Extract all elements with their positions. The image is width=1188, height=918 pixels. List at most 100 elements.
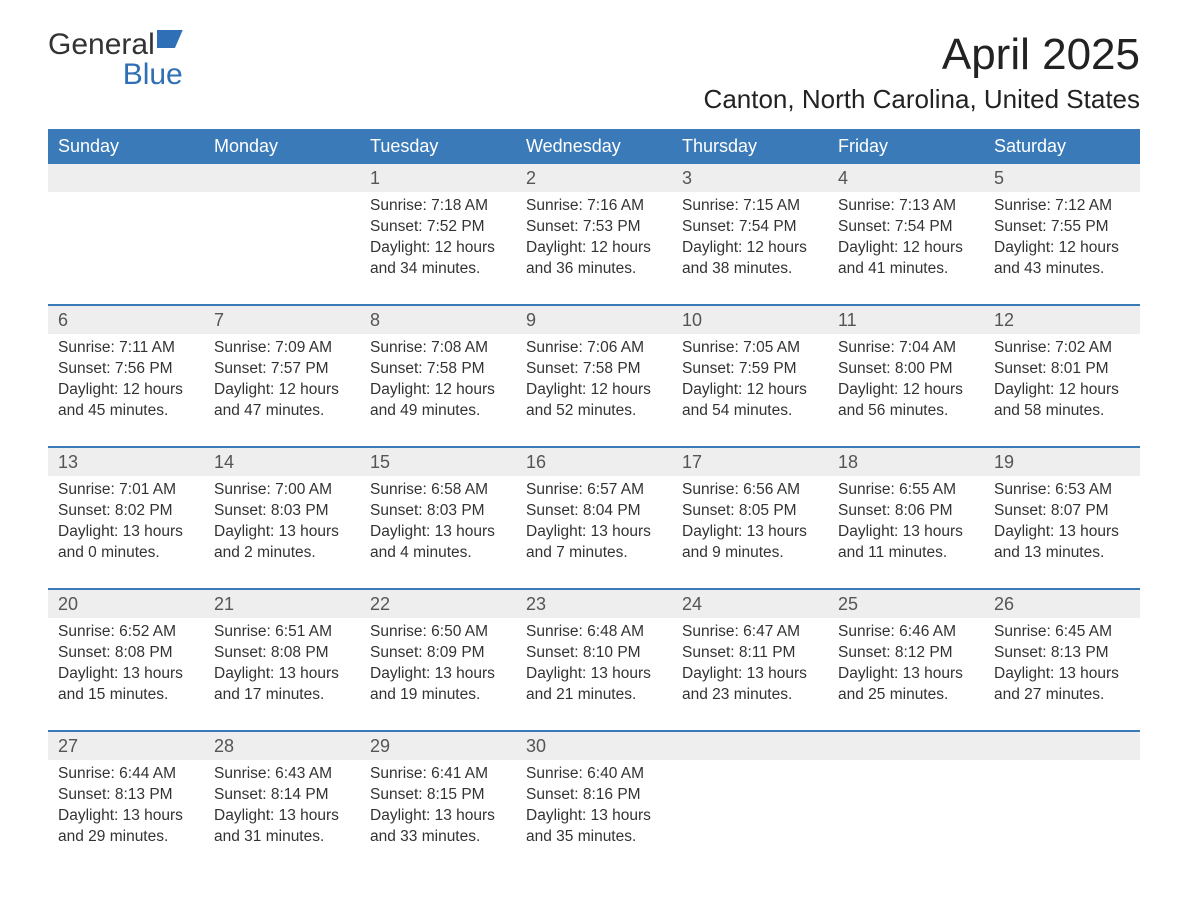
day-cell: Sunrise: 7:04 AMSunset: 8:00 PMDaylight:…: [828, 334, 984, 432]
day-number: 28: [204, 732, 360, 760]
daylight-text: Daylight: 12 hours and 38 minutes.: [682, 238, 818, 280]
day-cell: Sunrise: 6:55 AMSunset: 8:06 PMDaylight:…: [828, 476, 984, 574]
sunset-text: Sunset: 8:10 PM: [526, 643, 662, 664]
day-cell: Sunrise: 7:16 AMSunset: 7:53 PMDaylight:…: [516, 192, 672, 290]
day-cell: Sunrise: 7:15 AMSunset: 7:54 PMDaylight:…: [672, 192, 828, 290]
daybody-row: Sunrise: 7:01 AMSunset: 8:02 PMDaylight:…: [48, 476, 1140, 574]
day-number: [48, 164, 204, 192]
flag-icon: [157, 30, 183, 48]
sunrise-text: Sunrise: 7:02 AM: [994, 338, 1130, 359]
day-number: 19: [984, 448, 1140, 476]
day-cell: [48, 192, 204, 290]
day-number: [984, 732, 1140, 760]
day-number: 14: [204, 448, 360, 476]
day-number: 18: [828, 448, 984, 476]
day-number: 9: [516, 306, 672, 334]
day-cell: [204, 192, 360, 290]
day-number: 10: [672, 306, 828, 334]
day-cell: Sunrise: 7:05 AMSunset: 7:59 PMDaylight:…: [672, 334, 828, 432]
daylight-text: Daylight: 12 hours and 43 minutes.: [994, 238, 1130, 280]
day-cell: Sunrise: 6:52 AMSunset: 8:08 PMDaylight:…: [48, 618, 204, 716]
sunrise-text: Sunrise: 7:12 AM: [994, 196, 1130, 217]
sunrise-text: Sunrise: 7:15 AM: [682, 196, 818, 217]
daylight-text: Daylight: 13 hours and 27 minutes.: [994, 664, 1130, 706]
day-header: Sunday: [48, 129, 204, 164]
sunrise-text: Sunrise: 6:50 AM: [370, 622, 506, 643]
day-cell: Sunrise: 7:01 AMSunset: 8:02 PMDaylight:…: [48, 476, 204, 574]
daylight-text: Daylight: 13 hours and 15 minutes.: [58, 664, 194, 706]
daylight-text: Daylight: 12 hours and 45 minutes.: [58, 380, 194, 422]
daylight-text: Daylight: 12 hours and 56 minutes.: [838, 380, 974, 422]
daylight-text: Daylight: 13 hours and 17 minutes.: [214, 664, 350, 706]
day-number: 23: [516, 590, 672, 618]
day-number: 3: [672, 164, 828, 192]
sunset-text: Sunset: 7:54 PM: [682, 217, 818, 238]
daylight-text: Daylight: 13 hours and 25 minutes.: [838, 664, 974, 706]
day-number: 17: [672, 448, 828, 476]
day-cell: Sunrise: 6:50 AMSunset: 8:09 PMDaylight:…: [360, 618, 516, 716]
brand-logo: General Blue: [48, 30, 183, 90]
day-cell: Sunrise: 6:56 AMSunset: 8:05 PMDaylight:…: [672, 476, 828, 574]
day-number: 26: [984, 590, 1140, 618]
daylight-text: Daylight: 12 hours and 58 minutes.: [994, 380, 1130, 422]
day-cell: Sunrise: 6:53 AMSunset: 8:07 PMDaylight:…: [984, 476, 1140, 574]
calendar-header-row: SundayMondayTuesdayWednesdayThursdayFrid…: [48, 129, 1140, 164]
sunset-text: Sunset: 8:01 PM: [994, 359, 1130, 380]
sunset-text: Sunset: 8:11 PM: [682, 643, 818, 664]
day-number: 20: [48, 590, 204, 618]
daynum-row: 20212223242526: [48, 590, 1140, 618]
day-number: 25: [828, 590, 984, 618]
sunset-text: Sunset: 8:08 PM: [58, 643, 194, 664]
day-cell: Sunrise: 6:41 AMSunset: 8:15 PMDaylight:…: [360, 760, 516, 858]
calendar-body: 12345Sunrise: 7:18 AMSunset: 7:52 PMDayl…: [48, 164, 1140, 858]
day-cell: Sunrise: 7:02 AMSunset: 8:01 PMDaylight:…: [984, 334, 1140, 432]
daynum-row: 13141516171819: [48, 448, 1140, 476]
sunset-text: Sunset: 8:04 PM: [526, 501, 662, 522]
daylight-text: Daylight: 13 hours and 7 minutes.: [526, 522, 662, 564]
sunset-text: Sunset: 7:54 PM: [838, 217, 974, 238]
day-number: 21: [204, 590, 360, 618]
sunrise-text: Sunrise: 6:45 AM: [994, 622, 1130, 643]
day-number: 1: [360, 164, 516, 192]
sunset-text: Sunset: 8:00 PM: [838, 359, 974, 380]
sunrise-text: Sunrise: 6:58 AM: [370, 480, 506, 501]
sunrise-text: Sunrise: 6:40 AM: [526, 764, 662, 785]
day-number: [204, 164, 360, 192]
sunrise-text: Sunrise: 7:18 AM: [370, 196, 506, 217]
sunset-text: Sunset: 8:03 PM: [214, 501, 350, 522]
sunrise-text: Sunrise: 7:11 AM: [58, 338, 194, 359]
sunrise-text: Sunrise: 7:04 AM: [838, 338, 974, 359]
sunrise-text: Sunrise: 6:55 AM: [838, 480, 974, 501]
day-cell: Sunrise: 6:44 AMSunset: 8:13 PMDaylight:…: [48, 760, 204, 858]
day-number: 29: [360, 732, 516, 760]
daylight-text: Daylight: 13 hours and 4 minutes.: [370, 522, 506, 564]
day-number: 13: [48, 448, 204, 476]
day-cell: Sunrise: 7:08 AMSunset: 7:58 PMDaylight:…: [360, 334, 516, 432]
daynum-row: 27282930: [48, 732, 1140, 760]
day-number: 30: [516, 732, 672, 760]
day-number: 2: [516, 164, 672, 192]
daylight-text: Daylight: 12 hours and 54 minutes.: [682, 380, 818, 422]
day-number: [672, 732, 828, 760]
daylight-text: Daylight: 13 hours and 11 minutes.: [838, 522, 974, 564]
sunrise-text: Sunrise: 6:43 AM: [214, 764, 350, 785]
sunrise-text: Sunrise: 7:01 AM: [58, 480, 194, 501]
day-number: [828, 732, 984, 760]
sunrise-text: Sunrise: 6:51 AM: [214, 622, 350, 643]
sunrise-text: Sunrise: 6:47 AM: [682, 622, 818, 643]
daynum-row: 12345: [48, 164, 1140, 192]
day-number: 5: [984, 164, 1140, 192]
day-cell: Sunrise: 7:00 AMSunset: 8:03 PMDaylight:…: [204, 476, 360, 574]
day-cell: Sunrise: 6:48 AMSunset: 8:10 PMDaylight:…: [516, 618, 672, 716]
sunset-text: Sunset: 7:59 PM: [682, 359, 818, 380]
daylight-text: Daylight: 12 hours and 52 minutes.: [526, 380, 662, 422]
day-cell: Sunrise: 6:47 AMSunset: 8:11 PMDaylight:…: [672, 618, 828, 716]
daylight-text: Daylight: 13 hours and 21 minutes.: [526, 664, 662, 706]
day-header: Thursday: [672, 129, 828, 164]
daylight-text: Daylight: 13 hours and 19 minutes.: [370, 664, 506, 706]
daybody-row: Sunrise: 6:52 AMSunset: 8:08 PMDaylight:…: [48, 618, 1140, 716]
sunrise-text: Sunrise: 7:00 AM: [214, 480, 350, 501]
daylight-text: Daylight: 13 hours and 29 minutes.: [58, 806, 194, 848]
day-cell: Sunrise: 6:46 AMSunset: 8:12 PMDaylight:…: [828, 618, 984, 716]
daylight-text: Daylight: 12 hours and 41 minutes.: [838, 238, 974, 280]
